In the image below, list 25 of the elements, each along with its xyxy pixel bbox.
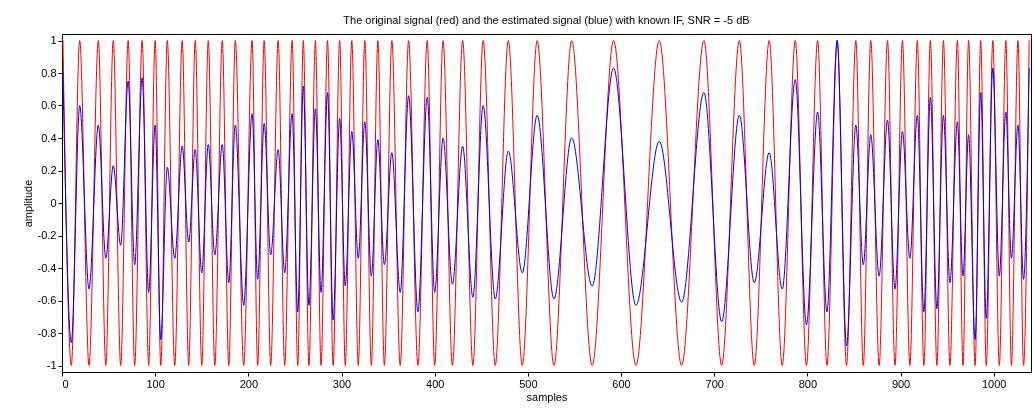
x-tick-label: 800 [798, 377, 818, 390]
chart-title: The original signal (red) and the estimated signal (blue) with known IF, SNR = -5 dB [343, 14, 750, 26]
y-tick-label: -0.8 [37, 326, 57, 339]
y-tick-label: 0.8 [41, 66, 57, 79]
x-tick-label: 900 [891, 377, 911, 390]
y-axis-title: amplitude [21, 179, 34, 228]
y-tick-label: 0.2 [41, 164, 57, 176]
y-tick-label: -0.4 [37, 261, 57, 274]
y-tick-label: 0 [50, 196, 57, 209]
y-tick-label: -0.6 [37, 294, 57, 306]
x-tick-label: 200 [239, 377, 259, 390]
x-tick-label: 700 [705, 377, 724, 390]
y-tick-label: 0.4 [41, 131, 57, 144]
x-tick-label: 300 [332, 377, 352, 390]
y-tick-label: 0.6 [41, 99, 57, 111]
x-tick-label: 400 [426, 377, 445, 390]
x-axis-title: samples [526, 390, 568, 403]
x-tick-label: 100 [146, 377, 165, 390]
y-tick-label: -0.2 [37, 229, 57, 241]
x-tick-label: 0 [62, 377, 69, 390]
x-tick-label: 500 [519, 377, 538, 390]
x-tick-label: 600 [612, 377, 631, 390]
y-tick-label: 1 [50, 34, 57, 46]
y-tick-label: -1 [46, 359, 57, 371]
x-tick-label: 1000 [981, 377, 1007, 390]
